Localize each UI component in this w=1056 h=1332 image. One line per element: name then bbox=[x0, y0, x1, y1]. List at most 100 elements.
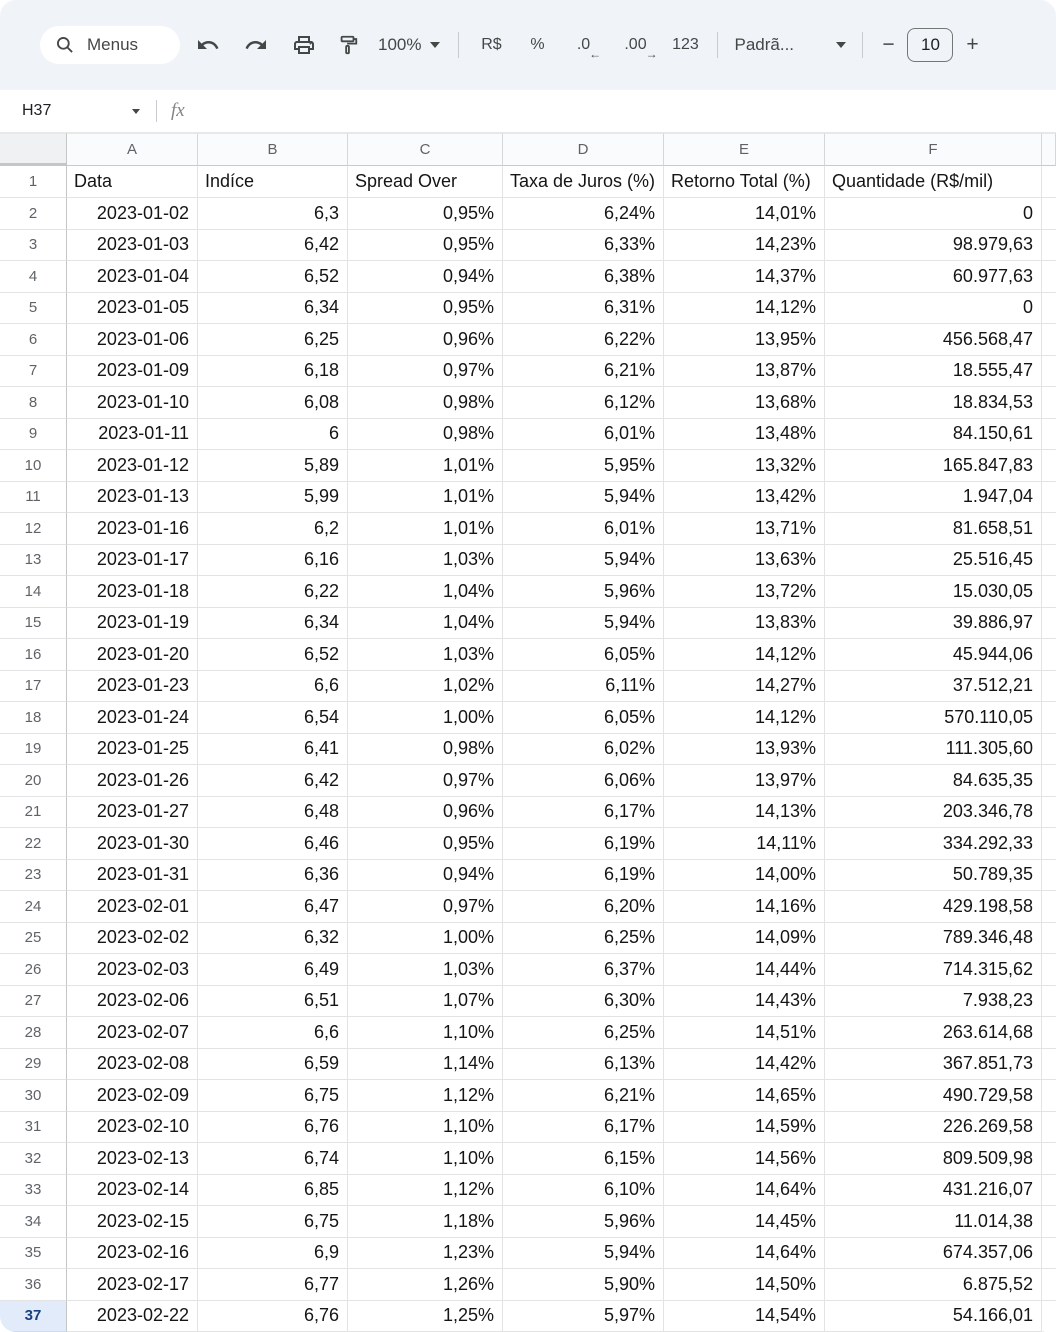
row-number[interactable]: 17 bbox=[0, 670, 67, 702]
cell[interactable]: 5,89 bbox=[198, 450, 348, 482]
cell[interactable]: 0,98% bbox=[348, 418, 503, 450]
cell[interactable]: 2023-02-07 bbox=[67, 1017, 198, 1049]
cell-header[interactable]: Taxa de Juros (%) bbox=[503, 166, 664, 198]
cell[interactable]: 13,87% bbox=[664, 355, 825, 387]
cell-empty[interactable] bbox=[1042, 1237, 1056, 1269]
cell[interactable]: 6,9 bbox=[198, 1237, 348, 1269]
cell-empty[interactable] bbox=[1042, 891, 1056, 923]
cell[interactable]: 1,18% bbox=[348, 1206, 503, 1238]
cell[interactable]: 6,18 bbox=[198, 355, 348, 387]
row-number[interactable]: 27 bbox=[0, 985, 67, 1017]
cell[interactable]: 1,00% bbox=[348, 702, 503, 734]
cell-header[interactable]: Retorno Total (%) bbox=[664, 166, 825, 198]
column-header-f[interactable]: F bbox=[825, 133, 1042, 166]
cell[interactable]: 18.555,47 bbox=[825, 355, 1042, 387]
cell[interactable]: 13,95% bbox=[664, 324, 825, 356]
cell[interactable]: 6,25% bbox=[503, 922, 664, 954]
cell[interactable]: 6,46 bbox=[198, 828, 348, 860]
cell[interactable]: 1,01% bbox=[348, 450, 503, 482]
cell[interactable]: 13,32% bbox=[664, 450, 825, 482]
cell[interactable]: 263.614,68 bbox=[825, 1017, 1042, 1049]
cell[interactable]: 6,08 bbox=[198, 387, 348, 419]
cell[interactable]: 14,54% bbox=[664, 1300, 825, 1332]
cell[interactable]: 6,54 bbox=[198, 702, 348, 734]
cell[interactable]: 14,16% bbox=[664, 891, 825, 923]
cell[interactable]: 14,01% bbox=[664, 198, 825, 230]
cell-empty[interactable] bbox=[1042, 702, 1056, 734]
cell[interactable]: 2023-02-14 bbox=[67, 1174, 198, 1206]
row-number[interactable]: 30 bbox=[0, 1080, 67, 1112]
row-number[interactable]: 2 bbox=[0, 198, 67, 230]
cell[interactable]: 14,00% bbox=[664, 859, 825, 891]
cell[interactable]: 18.834,53 bbox=[825, 387, 1042, 419]
print-button[interactable] bbox=[284, 25, 324, 65]
cell[interactable]: 0,98% bbox=[348, 387, 503, 419]
cell[interactable]: 84.150,61 bbox=[825, 418, 1042, 450]
cell-empty[interactable] bbox=[1042, 1111, 1056, 1143]
column-header-c[interactable]: C bbox=[348, 133, 503, 166]
cell[interactable]: 0,96% bbox=[348, 796, 503, 828]
cell[interactable]: 2023-02-06 bbox=[67, 985, 198, 1017]
cell[interactable]: 1,04% bbox=[348, 607, 503, 639]
row-number[interactable]: 25 bbox=[0, 922, 67, 954]
row-number[interactable]: 7 bbox=[0, 355, 67, 387]
cell[interactable]: 809.509,98 bbox=[825, 1143, 1042, 1175]
row-number[interactable]: 11 bbox=[0, 481, 67, 513]
cell[interactable]: 5,94% bbox=[503, 607, 664, 639]
cell[interactable]: 2023-02-22 bbox=[67, 1300, 198, 1332]
cell[interactable]: 0,94% bbox=[348, 859, 503, 891]
name-box[interactable]: H37 bbox=[22, 102, 140, 120]
cell[interactable]: 0,95% bbox=[348, 229, 503, 261]
cell[interactable]: 6,32 bbox=[198, 922, 348, 954]
cell[interactable]: 2023-01-26 bbox=[67, 765, 198, 797]
zoom-control[interactable]: 100% bbox=[378, 35, 441, 55]
cell[interactable]: 6,38% bbox=[503, 261, 664, 293]
cell[interactable]: 2023-01-04 bbox=[67, 261, 198, 293]
cell[interactable]: 6,76 bbox=[198, 1111, 348, 1143]
cell-empty[interactable] bbox=[1042, 859, 1056, 891]
column-header-partial[interactable] bbox=[1042, 133, 1056, 166]
cell[interactable]: 6,34 bbox=[198, 607, 348, 639]
cell[interactable]: 6.875,52 bbox=[825, 1269, 1042, 1301]
cell[interactable]: 6,20% bbox=[503, 891, 664, 923]
cell-empty[interactable] bbox=[1042, 1300, 1056, 1332]
select-all-corner[interactable] bbox=[0, 133, 67, 166]
cell[interactable]: 14,37% bbox=[664, 261, 825, 293]
cell[interactable]: 1,03% bbox=[348, 954, 503, 986]
row-number-selected[interactable]: 37 bbox=[0, 1300, 67, 1332]
cell[interactable]: 6,19% bbox=[503, 859, 664, 891]
cell-empty[interactable] bbox=[1042, 985, 1056, 1017]
cell[interactable]: 6,10% bbox=[503, 1174, 664, 1206]
cell[interactable]: 6,59 bbox=[198, 1048, 348, 1080]
cell[interactable]: 13,97% bbox=[664, 765, 825, 797]
cell-empty[interactable] bbox=[1042, 733, 1056, 765]
cell[interactable]: 2023-02-01 bbox=[67, 891, 198, 923]
cell[interactable]: 1,01% bbox=[348, 481, 503, 513]
more-formats-button[interactable]: 123 bbox=[665, 25, 705, 65]
cell[interactable]: 1,10% bbox=[348, 1143, 503, 1175]
cell[interactable]: 6,51 bbox=[198, 985, 348, 1017]
cell[interactable]: 1,00% bbox=[348, 922, 503, 954]
cell[interactable]: 60.977,63 bbox=[825, 261, 1042, 293]
cell-header[interactable]: Spread Over bbox=[348, 166, 503, 198]
cell[interactable]: 14,50% bbox=[664, 1269, 825, 1301]
cell[interactable]: 13,42% bbox=[664, 481, 825, 513]
cell[interactable]: 1,07% bbox=[348, 985, 503, 1017]
cell[interactable]: 37.512,21 bbox=[825, 670, 1042, 702]
row-number[interactable]: 24 bbox=[0, 891, 67, 923]
cell[interactable]: 1,25% bbox=[348, 1300, 503, 1332]
cell[interactable]: 6,21% bbox=[503, 1080, 664, 1112]
cell[interactable]: 14,43% bbox=[664, 985, 825, 1017]
cell[interactable]: 6,30% bbox=[503, 985, 664, 1017]
cell[interactable]: 14,44% bbox=[664, 954, 825, 986]
cell[interactable]: 6,76 bbox=[198, 1300, 348, 1332]
cell-empty[interactable] bbox=[1042, 1143, 1056, 1175]
cell[interactable]: 456.568,47 bbox=[825, 324, 1042, 356]
row-number[interactable]: 9 bbox=[0, 418, 67, 450]
cell[interactable]: 490.729,58 bbox=[825, 1080, 1042, 1112]
cell-empty[interactable] bbox=[1042, 261, 1056, 293]
cell[interactable]: 111.305,60 bbox=[825, 733, 1042, 765]
cell[interactable]: 6,21% bbox=[503, 355, 664, 387]
cell[interactable]: 6,52 bbox=[198, 261, 348, 293]
cell[interactable]: 203.346,78 bbox=[825, 796, 1042, 828]
